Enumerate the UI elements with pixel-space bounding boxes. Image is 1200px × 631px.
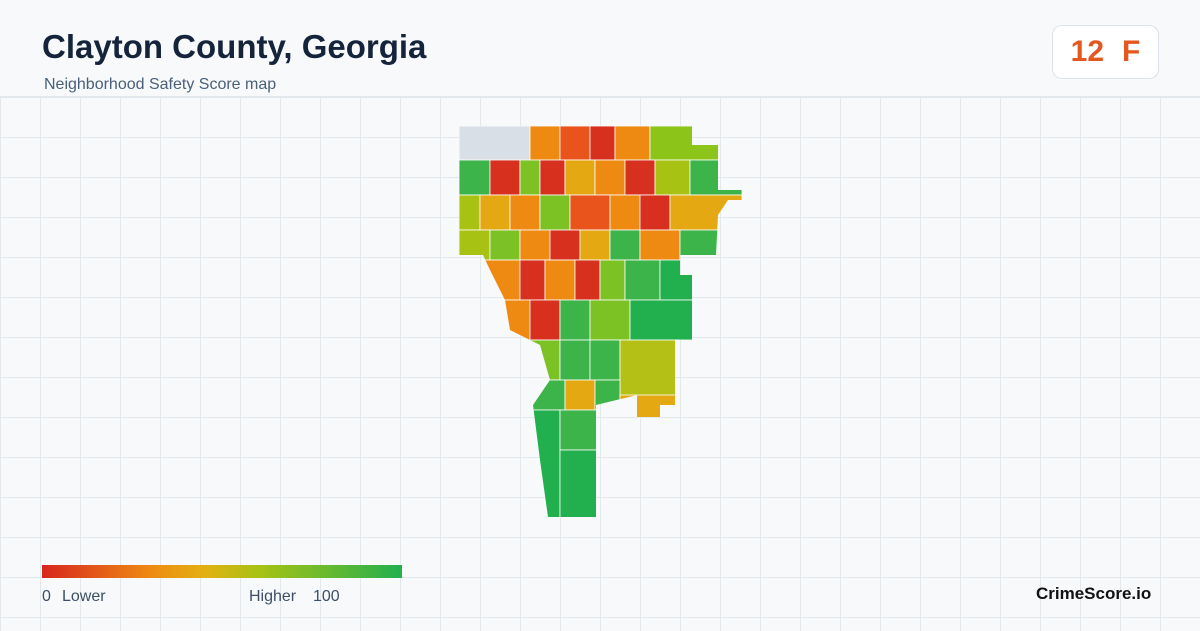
title: Clayton County, Georgia	[42, 28, 427, 65]
legend-max-label: Higher	[249, 588, 297, 605]
subtitle: Neighborhood Safety Score map	[44, 76, 277, 93]
legend-min: 0	[42, 588, 51, 605]
legend-min-label: Lower	[62, 588, 106, 605]
legend-max: 100	[313, 588, 340, 605]
brand: CrimeScore.io	[1036, 584, 1152, 603]
legend-gradient	[42, 565, 402, 578]
score-grade: F	[1122, 35, 1141, 68]
score-value: 12	[1070, 35, 1105, 68]
score-badge: 12 F	[1052, 25, 1159, 79]
neighborhoods	[459, 126, 742, 517]
